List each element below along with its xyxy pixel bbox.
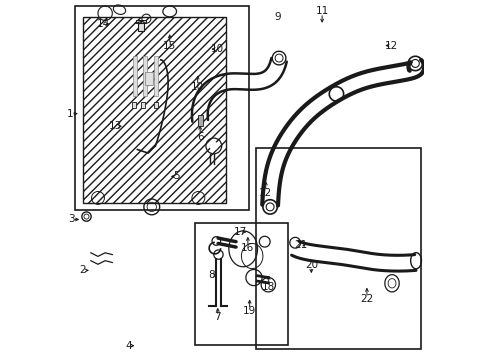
- Text: 10: 10: [191, 82, 204, 92]
- Text: 3: 3: [68, 215, 75, 224]
- Text: 21: 21: [294, 239, 307, 249]
- Bar: [145, 72, 153, 85]
- Bar: [128, 31, 159, 103]
- Text: 5: 5: [173, 171, 180, 181]
- Bar: [143, 56, 147, 96]
- Bar: [153, 56, 158, 96]
- Text: 18: 18: [262, 282, 275, 292]
- Text: 10: 10: [211, 44, 224, 54]
- Text: 19: 19: [243, 306, 256, 316]
- Bar: [138, 23, 144, 31]
- Text: 17: 17: [234, 227, 247, 237]
- Bar: [133, 56, 137, 96]
- Bar: [153, 102, 158, 108]
- Text: 2: 2: [79, 265, 86, 275]
- Text: 1: 1: [67, 109, 74, 119]
- Text: 12: 12: [259, 188, 272, 198]
- Bar: [195, 223, 288, 345]
- Text: 11: 11: [316, 6, 329, 17]
- Text: 8: 8: [208, 270, 215, 280]
- FancyArrowPatch shape: [135, 21, 143, 24]
- Circle shape: [210, 141, 218, 150]
- Bar: [141, 102, 145, 108]
- Text: 13: 13: [109, 121, 122, 131]
- Bar: [256, 148, 421, 348]
- Bar: [83, 17, 226, 203]
- Text: 14: 14: [97, 19, 110, 29]
- Text: 12: 12: [385, 41, 398, 50]
- Text: 4: 4: [125, 341, 132, 351]
- Bar: [132, 102, 136, 108]
- Text: 6: 6: [197, 132, 203, 142]
- Bar: [74, 6, 248, 211]
- Text: 15: 15: [163, 41, 176, 50]
- Text: 9: 9: [274, 12, 281, 22]
- Text: 20: 20: [305, 260, 318, 270]
- Bar: [136, 21, 146, 23]
- Bar: [198, 116, 203, 126]
- Text: 7: 7: [215, 312, 221, 322]
- Text: 22: 22: [360, 294, 373, 304]
- Text: 16: 16: [241, 243, 254, 253]
